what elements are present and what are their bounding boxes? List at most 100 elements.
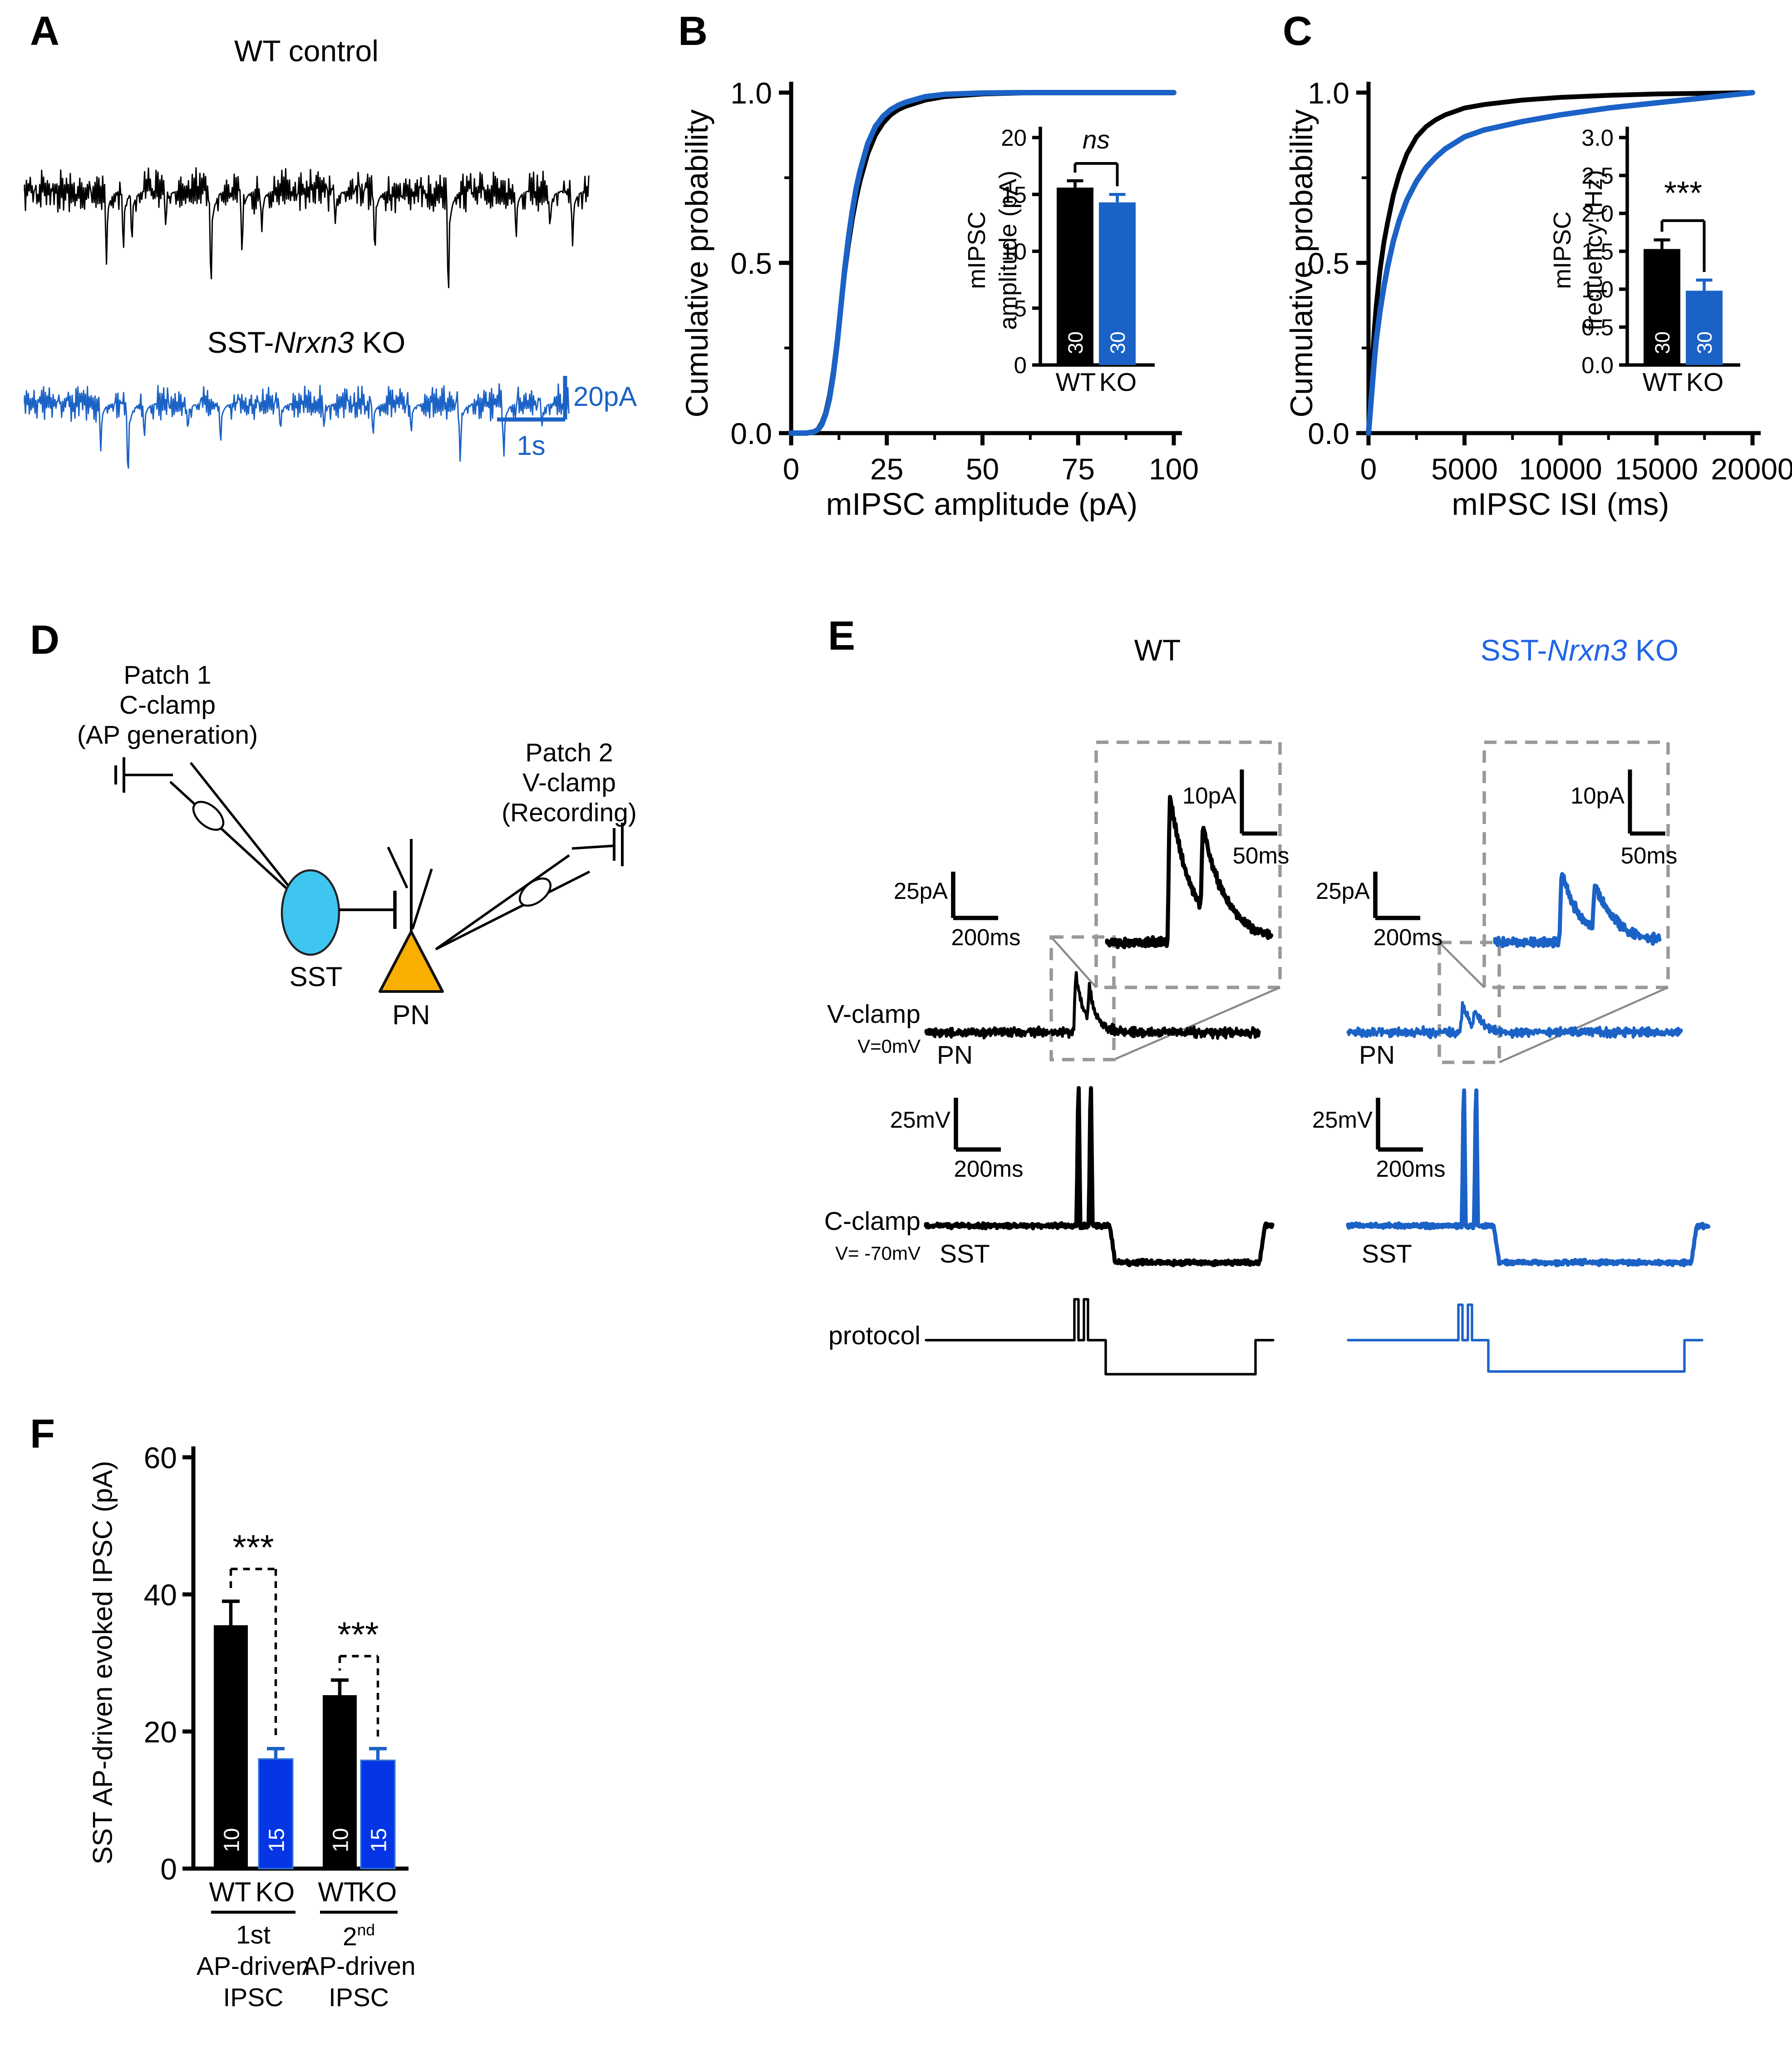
x-tick-label: 25 xyxy=(870,452,903,486)
inset-y-tick-label: 15 xyxy=(1001,182,1027,207)
panel-b-inset-ylabel-1: mIPSC xyxy=(963,211,990,289)
e-ko-post: KO xyxy=(1627,633,1679,667)
inset-y-tick-label: 10 xyxy=(1001,239,1027,265)
patch2-line1: Patch 2 xyxy=(525,740,613,768)
pipette1-collar-icon xyxy=(192,801,225,831)
e-ko-gene: Nrxn3 xyxy=(1547,633,1627,667)
f-bar-wt1 xyxy=(214,1625,248,1869)
inset-y-tick-label: 1.0 xyxy=(1581,276,1614,302)
f-group2-num: 2 xyxy=(342,1923,357,1952)
patch1-line1: Patch 1 xyxy=(123,662,212,691)
f-group2-line3: IPSC xyxy=(328,1984,389,2013)
patch1-line3: (AP generation) xyxy=(77,722,258,750)
y-tick-label: 0.0 xyxy=(1308,417,1349,450)
ko-pn-label: PN xyxy=(1359,1042,1395,1070)
inset-bar-wt xyxy=(1644,249,1680,365)
ko-title-gene: Nrxn3 xyxy=(274,326,354,360)
x-tick-label: 0 xyxy=(783,452,800,486)
ko-zoom-inset-box xyxy=(1482,740,1670,989)
f-cat-wt2: WT xyxy=(318,1878,360,1908)
f-group2-line2: AP-driven xyxy=(302,1953,416,1982)
ko-title-pre: SST- xyxy=(207,326,274,360)
wt-trace-zoom-box xyxy=(1049,935,1116,1061)
cumulative-curve-ko xyxy=(788,90,1177,436)
f-group1-line2: AP-driven xyxy=(196,1953,310,1982)
inset-y-tick-label: 3.0 xyxy=(1581,125,1614,151)
y-tick-label: 1.0 xyxy=(730,76,772,110)
cclamp-label: C-clamp xyxy=(824,1208,921,1237)
panel-b-cat-ko: KO xyxy=(1099,369,1137,398)
f-group2-line1: 2nd xyxy=(290,1922,428,1953)
cclamp-sub-label: V= -70mV xyxy=(835,1242,921,1264)
panel-e-ko-title: SST-Nrxn3 KO xyxy=(1443,633,1716,667)
e-ko-pre: SST- xyxy=(1480,633,1547,667)
pipette1-lower-edge xyxy=(169,781,302,903)
inset-bar-wt xyxy=(1057,187,1093,365)
panel-b-sig: ns xyxy=(1082,127,1110,155)
wt-mipsc-trace xyxy=(24,167,590,288)
panel-b-cat-wt: WT xyxy=(1055,369,1096,398)
panel-c-ylabel: Cumulative probability xyxy=(1283,109,1319,418)
f-cat-ko2: KO xyxy=(357,1878,397,1908)
f-y-tick-label: 40 xyxy=(144,1578,177,1612)
inset-y-tick-label: 0.0 xyxy=(1581,352,1614,378)
ko-inset-scale-10pa: 10pA xyxy=(1570,783,1625,809)
cumulative-curve-ko xyxy=(1366,90,1755,436)
ko-inset-trace xyxy=(1493,872,1662,949)
cumulative-curve-wt xyxy=(1366,90,1755,436)
wt-sst-label: SST xyxy=(940,1241,990,1269)
f-group2-sup: nd xyxy=(357,1922,375,1939)
f-group1-line1: 1st xyxy=(236,1922,271,1950)
panel-c-sig: *** xyxy=(1664,176,1703,212)
x-tick-label: 75 xyxy=(1062,452,1095,486)
panel-a-scale-1s: 1s xyxy=(517,432,546,462)
wt-inset-trace xyxy=(1105,794,1274,949)
ko-protocol-trace xyxy=(1347,1303,1703,1373)
inset-y-tick-label: 0 xyxy=(1014,352,1027,378)
ko-scale-25mv: 25mV xyxy=(1312,1107,1373,1133)
f-bar-ko1 xyxy=(258,1758,294,1870)
pipette2-collar-icon xyxy=(519,877,551,907)
panel-e-wt-title: WT xyxy=(1134,633,1181,667)
pipette1-upper-edge xyxy=(189,762,302,903)
electrode2-wire xyxy=(571,844,615,850)
panel-a-scale-20pa: 20pA xyxy=(573,383,637,413)
inset-bar-ko xyxy=(1686,291,1723,365)
wt-scale-200ms-pa: 200ms xyxy=(951,925,1021,951)
panel-c-cat-ko: KO xyxy=(1686,369,1724,398)
protocol-label: protocol xyxy=(828,1322,921,1351)
pn-cell-label: PN xyxy=(392,1001,430,1031)
wt-zoom-inset-box xyxy=(1094,740,1282,989)
sst-cell-ellipse xyxy=(281,869,340,956)
panel-c-inset-ylabel-1: mIPSC xyxy=(1548,211,1576,289)
wt-inset-scale-50ms: 50ms xyxy=(1232,843,1290,869)
panel-a-label: A xyxy=(30,10,60,54)
vclamp-label: V-clamp xyxy=(827,1001,921,1030)
wt-scale-25mv: 25mV xyxy=(890,1107,950,1133)
panel-c-xlabel: mIPSC ISI (ms) xyxy=(1452,486,1669,522)
inset-y-tick-label: 2.0 xyxy=(1581,201,1614,227)
y-tick-label: 0.5 xyxy=(1308,247,1349,280)
pipette2-upper-edge xyxy=(435,854,570,951)
ko-scale-200ms-pa: 200ms xyxy=(1373,925,1443,951)
x-tick-label: 15000 xyxy=(1615,452,1698,486)
ko-cclamp-trace xyxy=(1346,1088,1711,1268)
x-tick-label: 10000 xyxy=(1519,452,1602,486)
ko-vclamp-trace xyxy=(1346,1001,1683,1040)
f-n-label: 10 xyxy=(220,1828,244,1852)
x-tick-label: 20000 xyxy=(1711,452,1792,486)
ko-scale-200ms-mv: 200ms xyxy=(1376,1156,1446,1182)
pn-dendrite-branch xyxy=(387,846,409,889)
panel-b-ylabel: Cumulative probability xyxy=(679,109,714,418)
ko-trace-zoom-box xyxy=(1438,941,1501,1064)
ko-inset-scale-50ms: 50ms xyxy=(1620,843,1678,869)
panel-c-inset-ylabel-2: frequency (Hz) xyxy=(1580,170,1607,331)
f-bar-ko2 xyxy=(360,1759,396,1870)
panel-f-label: F xyxy=(30,1412,55,1457)
panel-d-label: D xyxy=(30,618,60,663)
y-tick-label: 0.0 xyxy=(730,417,772,450)
inset-y-tick-label: 20 xyxy=(1001,125,1027,151)
y-tick-label: 0.5 xyxy=(730,247,772,280)
